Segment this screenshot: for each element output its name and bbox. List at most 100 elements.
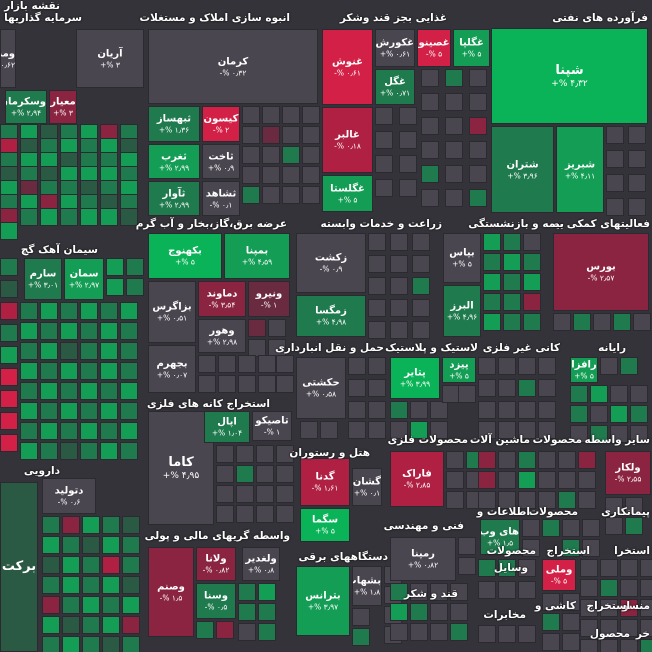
stock-tile[interactable]: [348, 357, 366, 375]
stock-tile[interactable]: [620, 599, 638, 617]
stock-tile-damavand[interactable]: دماوند ۳٫۵۴ %-: [198, 281, 246, 317]
sector-header[interactable]: کانی غیر فلزی: [482, 342, 560, 354]
stock-tile[interactable]: [458, 557, 476, 575]
stock-tile[interactable]: [503, 293, 521, 311]
stock-tile[interactable]: [238, 603, 256, 621]
sector-header[interactable]: واسطه گریهای مالی و پولی: [144, 530, 290, 542]
stock-tile[interactable]: [390, 401, 408, 419]
stock-tile[interactable]: [40, 382, 58, 400]
stock-tile[interactable]: [410, 603, 428, 621]
stock-tile[interactable]: [558, 471, 576, 489]
sector-header[interactable]: هتل و رستوران: [289, 447, 370, 459]
stock-tile[interactable]: [262, 146, 280, 164]
stock-tile[interactable]: [483, 313, 501, 331]
sector-header[interactable]: قند و شکر: [403, 588, 458, 600]
stock-tile[interactable]: [120, 442, 138, 460]
stock-tile-ghalbor[interactable]: غالبر ۰٫۱۸ %-: [322, 107, 373, 173]
stock-tile[interactable]: [606, 150, 624, 168]
stock-tile[interactable]: [100, 302, 118, 320]
stock-tile-bourse[interactable]: بورس ۲٫۵۷ %-: [553, 233, 649, 311]
stock-tile-ghegolesta[interactable]: غگلستا ۵ %+: [322, 175, 373, 212]
stock-tile[interactable]: [120, 422, 138, 440]
stock-tile[interactable]: [100, 208, 118, 226]
stock-tile[interactable]: [562, 593, 580, 611]
stock-tile[interactable]: [196, 621, 214, 639]
stock-tile[interactable]: [0, 222, 18, 240]
stock-tile[interactable]: [600, 619, 618, 637]
stock-tile[interactable]: [256, 465, 274, 483]
stock-tile[interactable]: [562, 613, 580, 631]
stock-tile[interactable]: [483, 273, 501, 291]
stock-tile[interactable]: [20, 302, 38, 320]
stock-tile[interactable]: [248, 319, 266, 337]
stock-tile[interactable]: [620, 579, 638, 597]
stock-tile[interactable]: [412, 255, 430, 273]
stock-tile[interactable]: [620, 639, 638, 652]
stock-tile[interactable]: [518, 357, 536, 375]
stock-tile[interactable]: [368, 321, 386, 339]
stock-tile[interactable]: [102, 516, 120, 534]
stock-tile[interactable]: [523, 233, 541, 251]
stock-tile[interactable]: [106, 278, 124, 296]
stock-tile-bazagros[interactable]: بزاگرس ۰٫۵۱ %+: [148, 281, 196, 343]
stock-tile-sakht[interactable]: ثاخت ۰٫۹ %+: [202, 144, 240, 179]
sector-header[interactable]: استخراج: [546, 545, 590, 557]
sector-header[interactable]: عرضه برق،گاز،بخار و آب گرم: [135, 218, 287, 230]
stock-tile[interactable]: [590, 425, 608, 443]
stock-tile[interactable]: [0, 324, 18, 342]
stock-tile[interactable]: [80, 422, 98, 440]
stock-tile[interactable]: [120, 302, 138, 320]
stock-tile[interactable]: [503, 313, 521, 331]
stock-tile[interactable]: [102, 616, 120, 634]
stock-tile[interactable]: [258, 603, 276, 621]
stock-tile[interactable]: [42, 556, 60, 574]
stock-tile[interactable]: [445, 165, 463, 183]
stock-tile[interactable]: [82, 596, 100, 614]
stock-tile[interactable]: [498, 379, 516, 397]
stock-tile-shahed[interactable]: ثشاهد ۰٫۱ %-: [202, 181, 240, 216]
stock-tile[interactable]: [218, 375, 236, 393]
stock-tile[interactable]: [421, 69, 439, 87]
stock-tile[interactable]: [518, 491, 536, 509]
stock-tile[interactable]: [412, 321, 430, 339]
stock-tile[interactable]: [522, 519, 540, 537]
stock-tile[interactable]: [256, 505, 274, 523]
stock-tile[interactable]: [518, 559, 536, 577]
stock-tile[interactable]: [62, 536, 80, 554]
stock-tile[interactable]: [538, 421, 556, 439]
stock-tile[interactable]: [562, 633, 580, 651]
sector-header[interactable]: سایر واسطه: [584, 434, 650, 446]
stock-tile[interactable]: [242, 126, 260, 144]
stock-tile[interactable]: [620, 357, 638, 375]
stock-tile[interactable]: [446, 451, 464, 469]
stock-tile[interactable]: [562, 539, 580, 557]
sector-header[interactable]: سرمایه گذاریها: [4, 12, 82, 24]
stock-tile[interactable]: [518, 625, 536, 643]
stock-tile[interactable]: [262, 126, 280, 144]
stock-tile[interactable]: [542, 519, 560, 537]
stock-tile[interactable]: [62, 516, 80, 534]
stock-tile[interactable]: [302, 146, 320, 164]
stock-tile-bajahrom[interactable]: بجهرم ۰٫۰۷ %+: [148, 345, 196, 393]
stock-tile[interactable]: [421, 117, 439, 135]
stock-tile[interactable]: [120, 362, 138, 380]
stock-tile-sabhanaz[interactable]: ثبهساز ۱٫۳۶ %+: [148, 106, 200, 142]
stock-tile[interactable]: [478, 491, 496, 509]
stock-tile[interactable]: [578, 471, 596, 489]
stock-tile[interactable]: [82, 636, 100, 652]
stock-tile[interactable]: [262, 166, 280, 184]
stock-tile[interactable]: [0, 434, 18, 452]
stock-tile[interactable]: [62, 576, 80, 594]
stock-tile[interactable]: [498, 421, 516, 439]
sector-header[interactable]: اطلاعات و: [476, 506, 530, 518]
stock-tile[interactable]: [302, 106, 320, 124]
stock-tile[interactable]: [478, 625, 496, 643]
stock-tile[interactable]: [20, 362, 38, 380]
stock-tile-shebriz[interactable]: شبریز ۴٫۱۱ %+: [556, 126, 604, 213]
stock-tile-bias[interactable]: بپاس ۵ %+: [443, 233, 481, 283]
stock-tile[interactable]: [126, 278, 144, 296]
stock-tile-medir[interactable]: ومد۰٫۶۲ %+: [0, 29, 16, 88]
stock-tile[interactable]: [542, 633, 560, 651]
stock-tile-ramapa[interactable]: رمپنا ۰٫۸۲ %+: [390, 537, 456, 581]
stock-tile[interactable]: [0, 280, 18, 298]
